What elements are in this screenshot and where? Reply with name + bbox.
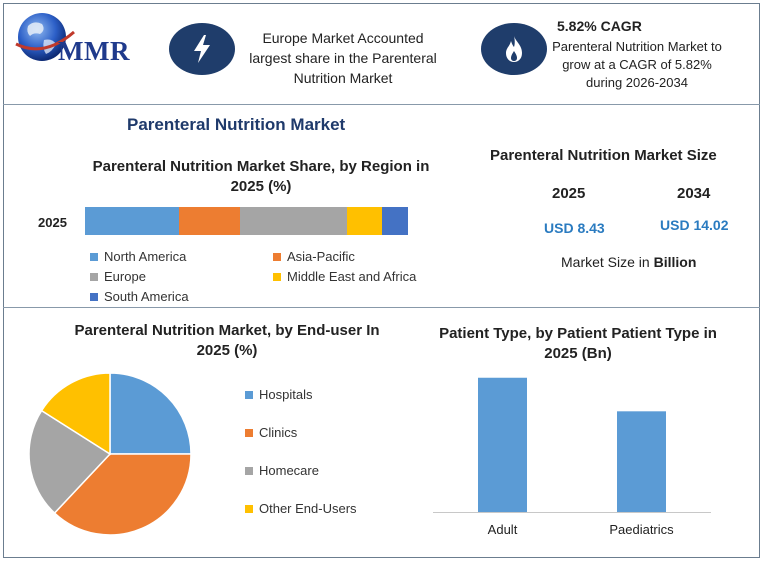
pie-slice-other-end-users <box>40 372 111 456</box>
legend-label: Asia-Pacific <box>287 249 355 264</box>
region-bar-segment <box>240 207 347 235</box>
pie-slice-homecare <box>28 409 112 515</box>
region-bar-segment <box>178 207 241 235</box>
region-legend-item: Asia-Pacific <box>273 249 355 264</box>
enduser-legend-item: Homecare <box>245 463 319 478</box>
europe-share-text: Europe Market Accounted largest share in… <box>249 30 437 86</box>
year-2034-label: 2034 <box>677 185 711 202</box>
enduser-legend-item: Other End-Users <box>245 501 357 516</box>
legend-swatch <box>90 292 98 301</box>
market-size-title: Parenteral Nutrition Market Size <box>490 147 717 164</box>
legend-swatch <box>245 428 253 437</box>
region-legend-item: South America <box>90 289 189 304</box>
pie-slice-hospitals <box>109 372 192 455</box>
unit-prefix: Market Size in <box>561 254 654 270</box>
flame-icon <box>481 23 547 75</box>
region-bar-segment <box>346 207 383 235</box>
legend-swatch <box>245 466 253 475</box>
value-2034: USD 14.02 <box>660 217 729 233</box>
legend-swatch <box>245 390 253 399</box>
legend-label: Hospitals <box>259 387 313 402</box>
enduser-pie-chart <box>28 372 192 536</box>
patient-chart-title: Patient Type, by Patient Patient Type in… <box>439 325 717 362</box>
patient-bar-chart: Adult Paediatrics <box>433 377 711 537</box>
legend-swatch <box>90 252 98 261</box>
legend-label: North America <box>104 249 187 264</box>
legend-label: Middle East and Africa <box>287 269 417 284</box>
lightning-bolt-icon <box>169 23 235 75</box>
bar-paediatrics <box>617 411 666 512</box>
value-2025: USD 8.43 <box>544 220 605 236</box>
region-bar-segment <box>382 207 408 235</box>
cagr-description: Parenteral Nutrition Market to grow at a… <box>552 39 722 90</box>
pie-slice-clinics <box>53 453 192 536</box>
legend-label: South America <box>104 289 189 304</box>
globe-logo-icon <box>14 10 76 66</box>
legend-label: Other End-Users <box>259 501 357 516</box>
region-bar-segment <box>85 207 179 235</box>
enduser-legend-item: Clinics <box>245 425 297 440</box>
region-chart-title: Parenteral Nutrition Market Share, by Re… <box>92 158 430 195</box>
year-2025-label: 2025 <box>552 185 586 202</box>
logo-text: MMR <box>58 36 130 66</box>
page-title: Parenteral Nutrition Market <box>127 115 346 134</box>
legend-label: Homecare <box>259 463 319 478</box>
enduser-legend-item: Hospitals <box>245 387 312 402</box>
middle-divider <box>3 307 760 308</box>
x-tick-label: Adult <box>488 522 518 537</box>
enduser-chart-title: Parenteral Nutrition Market, by End-user… <box>74 322 380 359</box>
unit-bold: Billion <box>653 254 697 270</box>
region-legend-item: Middle East and Africa <box>273 269 416 284</box>
legend-swatch <box>273 272 281 281</box>
legend-swatch <box>273 252 281 261</box>
legend-swatch <box>90 272 98 281</box>
x-tick-label: Paediatrics <box>609 522 674 537</box>
market-size-unit: Market Size in Billion <box>561 254 696 270</box>
legend-swatch <box>245 504 253 513</box>
legend-label: Clinics <box>259 425 298 440</box>
region-legend-item: North America <box>90 249 186 264</box>
cagr-title: 5.82% CAGR <box>557 18 642 34</box>
bar-adult <box>478 377 527 512</box>
header-divider <box>3 104 760 105</box>
region-legend-item: Europe <box>90 269 146 284</box>
legend-label: Europe <box>104 269 146 284</box>
region-chart-category-label: 2025 <box>38 215 67 230</box>
infographic-frame <box>3 3 760 558</box>
